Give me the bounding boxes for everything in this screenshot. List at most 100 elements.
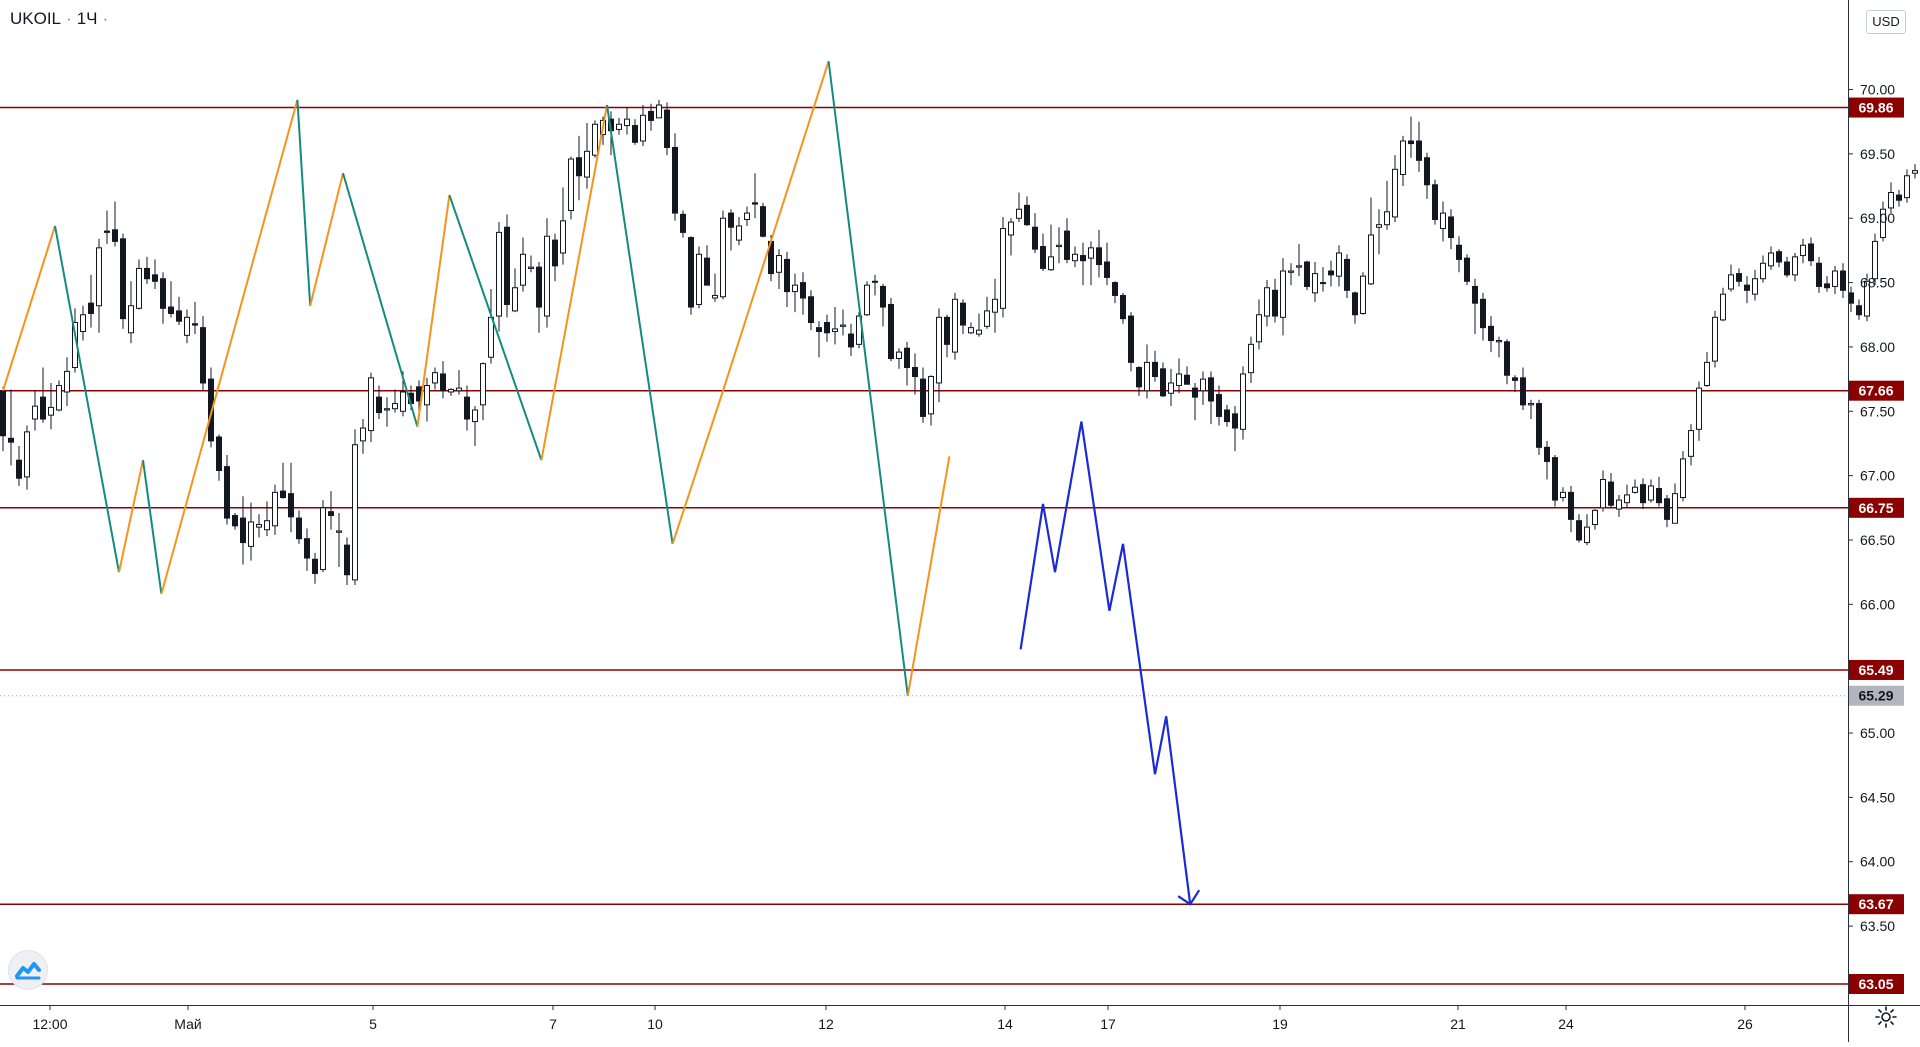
tradingview-logo-icon[interactable] (8, 950, 48, 990)
candle-body (1857, 306, 1862, 315)
time-tick-label: 14 (997, 1016, 1013, 1032)
candle-body (1273, 290, 1278, 316)
candle-body (785, 259, 790, 291)
candle-body (513, 288, 518, 311)
price-tick-label: 66.00 (1860, 596, 1895, 612)
candle-body (1537, 404, 1542, 448)
candle-body (849, 334, 854, 347)
zigzag-segment (417, 195, 449, 427)
price-tick-label: 68.00 (1860, 339, 1895, 355)
time-tick-label: 10 (647, 1016, 663, 1032)
candle-body (1521, 378, 1526, 405)
candle-body (1089, 248, 1094, 258)
candle-body (905, 348, 910, 367)
candle-body (1025, 205, 1030, 224)
candle-body (17, 460, 22, 478)
candle-body (1593, 510, 1598, 524)
candle-body (801, 283, 806, 298)
candle-body (817, 328, 822, 332)
candle-body (361, 428, 366, 441)
candle-body (153, 275, 158, 281)
legend-separator: · (98, 9, 114, 28)
price-tick-label: 69.50 (1860, 146, 1895, 162)
candle-body (41, 397, 46, 419)
zigzag-segment (449, 195, 541, 460)
candle-body (553, 240, 558, 266)
candle-body (1017, 209, 1022, 218)
candle-body (1705, 362, 1710, 385)
candle-body (225, 467, 230, 518)
gear-icon[interactable] (1874, 1005, 1898, 1029)
symbol-legend[interactable]: UKOIL·1Ч· (10, 9, 113, 29)
candle-body (777, 256, 782, 273)
candle-body (1201, 379, 1206, 391)
candle-body (937, 317, 942, 383)
candle-body (545, 236, 550, 316)
candle-body (1417, 141, 1422, 160)
candle-body (1681, 459, 1686, 498)
candle-body (1129, 316, 1134, 362)
candle-body (25, 432, 30, 477)
symbol-name: UKOIL (10, 9, 61, 28)
forecast-line (1021, 422, 1191, 905)
candle-body (217, 437, 222, 470)
candle-body (1633, 487, 1638, 492)
candle-body (113, 230, 118, 242)
candle-body (1785, 262, 1790, 275)
candle-body (185, 317, 190, 335)
candle-body (617, 124, 622, 129)
candle-body (1649, 486, 1654, 500)
candle-body (337, 531, 342, 532)
candle-body (441, 374, 446, 391)
candle-body (1377, 225, 1382, 228)
candle-body (289, 494, 294, 517)
candle-body (297, 518, 302, 539)
candle-body (1697, 388, 1702, 429)
candle-body (497, 232, 502, 316)
candle-body (1825, 284, 1830, 288)
candle-body (393, 404, 398, 409)
candle-body (561, 221, 566, 253)
candle-body (1889, 192, 1894, 207)
candle-body (1753, 279, 1758, 294)
candle-body (129, 306, 134, 333)
candle-body (457, 388, 462, 391)
zigzag-segment (3, 226, 55, 391)
horizontal-levels (0, 108, 1848, 984)
candle-body (1057, 245, 1062, 246)
candle-body (897, 352, 902, 358)
candle-body (433, 373, 438, 383)
zigzag-segment (119, 460, 143, 572)
candle-body (1161, 369, 1166, 396)
zigzag-segment (908, 456, 950, 695)
candle-body (241, 518, 246, 542)
candle-body (1329, 271, 1334, 275)
candle-body (1401, 141, 1406, 174)
candle-body (273, 492, 278, 525)
candle-body (961, 303, 966, 325)
currency-button[interactable]: USD (1866, 10, 1906, 34)
candle-body (953, 299, 958, 352)
candle-body (1729, 275, 1734, 289)
candle-body (1281, 271, 1286, 317)
candle-body (1713, 317, 1718, 361)
candle-body (425, 386, 430, 405)
candle-body (745, 213, 750, 219)
candle-body (1065, 231, 1070, 259)
candle-body (97, 248, 102, 306)
candle-body (1081, 256, 1086, 261)
candle-body (1305, 262, 1310, 286)
zigzag-segment (673, 396, 722, 544)
candle-body (1505, 342, 1510, 375)
candle-body (1769, 253, 1774, 266)
candle-body (1513, 378, 1518, 381)
candle-body (1873, 241, 1878, 278)
candle-body (1425, 158, 1430, 185)
candle-body (713, 295, 718, 298)
candle-body (1265, 288, 1270, 316)
candle-body (1561, 492, 1566, 497)
candle-body (1041, 247, 1046, 269)
